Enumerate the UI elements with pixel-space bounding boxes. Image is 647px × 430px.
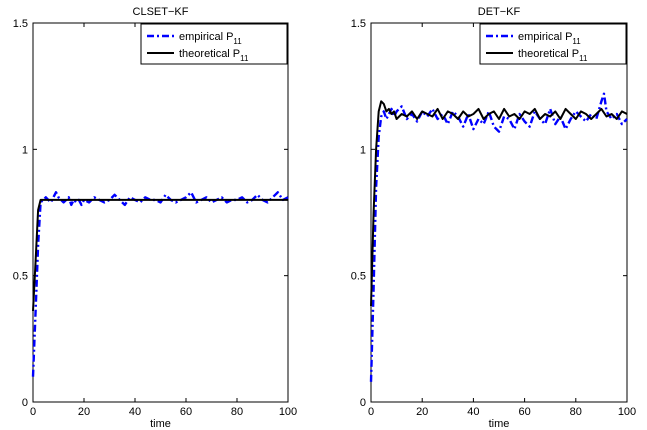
- x-tick-label: 0: [30, 406, 36, 418]
- x-tick-label: 60: [180, 406, 192, 418]
- x-tick-label: 40: [467, 406, 479, 418]
- legend-label-theoretical: theoretical P11: [518, 48, 588, 63]
- y-tick-label: 0.5: [351, 271, 366, 283]
- legend-box: [479, 23, 627, 65]
- x-tick-label: 20: [78, 406, 90, 418]
- legend-label-subscript: 11: [240, 54, 249, 63]
- legend-label-empirical: empirical P11: [179, 31, 242, 46]
- y-tick-label: 1: [360, 144, 366, 156]
- y-tick-label: 1: [22, 144, 28, 156]
- x-tick-label: 100: [618, 406, 636, 418]
- y-tick-label: 0: [22, 397, 28, 409]
- chart-title: DET−KF: [478, 6, 521, 18]
- legend-label-subscript: 11: [572, 37, 581, 46]
- legend-box: [140, 23, 288, 65]
- y-tick-label: 1.5: [351, 18, 366, 30]
- legend-label-theoretical: theoretical P11: [179, 48, 249, 63]
- chart-panel-2: DET−KF 0 20 40 60 80 100 0 0.5 1 1.5 time empirical …: [351, 6, 636, 430]
- x-tick-label: 40: [129, 406, 141, 418]
- legend-label-main: theoretical P: [179, 48, 240, 60]
- x-tick-label: 80: [231, 406, 243, 418]
- y-tick-label: 0.5: [13, 271, 28, 283]
- x-tick-label: 20: [416, 406, 428, 418]
- plot-area-box: [32, 22, 289, 403]
- chart-title: CLSET−KF: [133, 6, 189, 18]
- y-tick-label: 1.5: [13, 18, 28, 30]
- x-tick-label: 0: [368, 406, 374, 418]
- legend-label-main: empirical P: [518, 31, 572, 43]
- series-line-theoretical: [32, 198, 288, 312]
- y-tick-label: 0: [360, 397, 366, 409]
- plot-area-box: [370, 22, 628, 403]
- x-tick-label: 60: [518, 406, 530, 418]
- x-tick-label: 100: [279, 406, 297, 418]
- legend-label-subscript: 11: [579, 54, 588, 63]
- legend-label-main: theoretical P: [518, 48, 579, 60]
- legend-label-empirical: empirical P11: [518, 31, 581, 46]
- x-axis-label: time: [489, 418, 510, 430]
- chart-panel-1: CLSET−KF 0 20 40 60 80 100 0 0.5 1 1.5 time empirica…: [13, 6, 297, 430]
- series-line-theoretical: [370, 100, 628, 307]
- legend-label-main: empirical P: [179, 31, 233, 43]
- x-axis-label: time: [150, 418, 171, 430]
- legend-label-subscript: 11: [233, 37, 242, 46]
- x-tick-label: 80: [570, 406, 582, 418]
